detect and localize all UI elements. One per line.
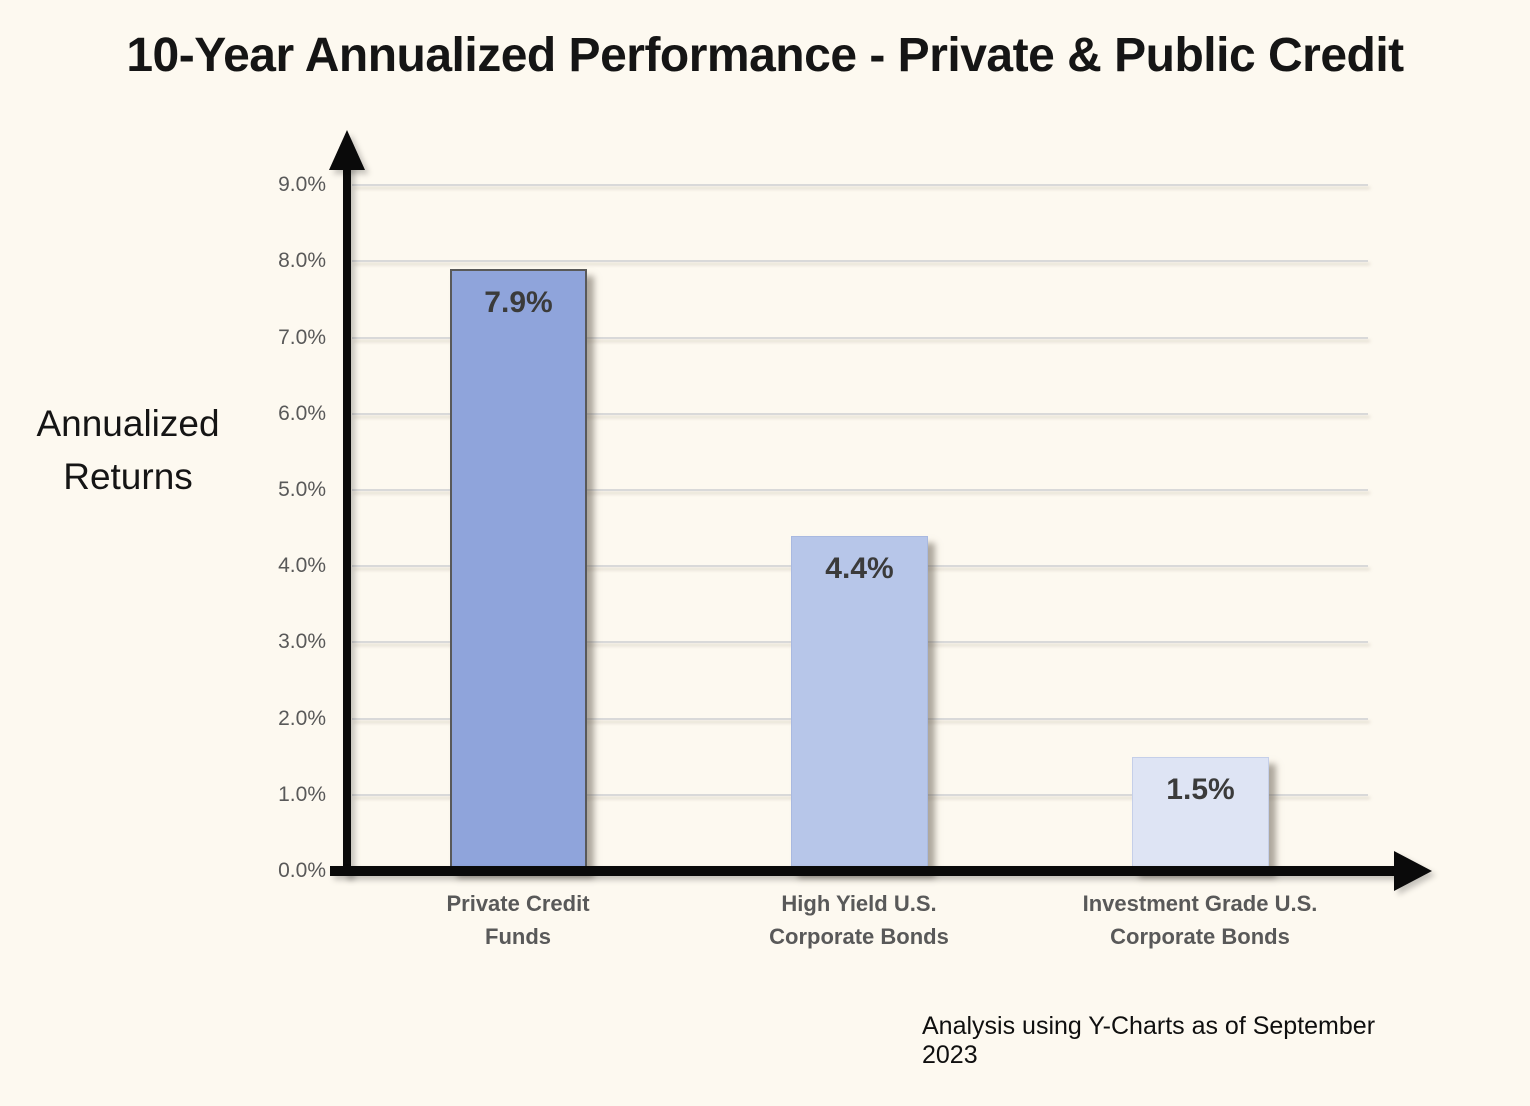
gridline xyxy=(352,260,1368,262)
bar-value-label: 4.4% xyxy=(825,552,894,585)
bar: 1.5% xyxy=(1132,757,1269,871)
y-axis-tick-label: 4.0% xyxy=(278,554,326,577)
y-axis-tick-label: 8.0% xyxy=(278,249,326,272)
y-axis-tick-label: 7.0% xyxy=(278,326,326,349)
x-axis-arrow-icon xyxy=(1394,851,1432,891)
gridline xyxy=(352,184,1368,186)
y-axis-tick-label: 3.0% xyxy=(278,630,326,653)
source-note: Analysis using Y-Charts as of September … xyxy=(922,1012,1376,1069)
x-axis-category-label: Investment Grade U.S. Corporate Bonds xyxy=(1082,891,1318,949)
y-axis-tick-label: 6.0% xyxy=(278,402,326,425)
y-axis-tick-label: 9.0% xyxy=(278,173,326,196)
bar: 4.4% xyxy=(791,536,928,871)
x-axis-category-label: High Yield U.S. Corporate Bonds xyxy=(769,891,949,949)
y-axis-tick-label: 2.0% xyxy=(278,707,326,730)
bar-value-label: 7.9% xyxy=(484,286,553,319)
y-axis-arrow-icon xyxy=(329,130,365,170)
gridline xyxy=(352,413,1368,415)
y-axis-tick-label: 5.0% xyxy=(278,478,326,501)
bar: 7.9% xyxy=(450,269,587,871)
chart-title: 10-Year Annualized Performance - Private… xyxy=(126,29,1404,82)
x-axis-line xyxy=(330,866,1396,876)
bar-value-label: 1.5% xyxy=(1166,773,1235,806)
y-axis-tick-label: 0.0% xyxy=(278,859,326,882)
y-axis-title: Annualized Returns xyxy=(36,403,220,497)
gridline xyxy=(352,337,1368,339)
y-axis-tick-label: 1.0% xyxy=(278,783,326,806)
gridline xyxy=(352,489,1368,491)
y-axis-line xyxy=(343,162,351,876)
x-axis-category-label: Private Credit Funds xyxy=(446,891,590,949)
